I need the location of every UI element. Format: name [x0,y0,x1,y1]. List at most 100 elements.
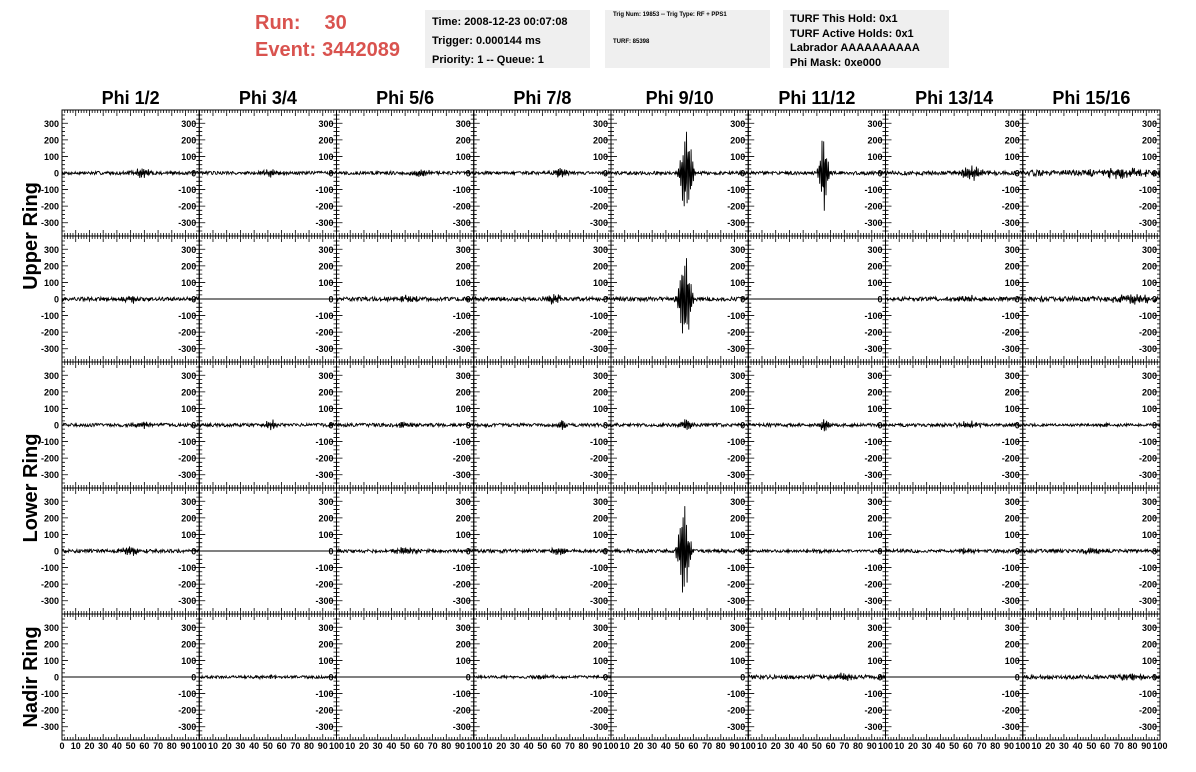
y-tick-label: -300 [864,344,882,354]
waveform-trace [198,168,337,178]
y-tick-label: 300 [44,119,59,129]
y-tick-label: 300 [1005,623,1020,633]
x-tick-label: 90 [730,741,740,751]
y-tick-label: 300 [318,245,333,255]
y-tick-label: -200 [590,328,608,338]
axis-ticks [473,488,612,614]
y-tick-label: 100 [181,404,196,414]
column-title: Phi 1/2 [102,88,160,108]
y-tick-label: 100 [44,278,59,288]
y-tick-label: 300 [181,497,196,507]
y-tick-label: 300 [44,497,59,507]
x-tick-label: 70 [1114,741,1124,751]
y-tick-label: 200 [1142,261,1157,271]
y-tick-label: -100 [727,311,745,321]
y-tick-label: 300 [867,119,882,129]
x-tick-label: 20 [84,741,94,751]
axis-ticks [198,614,337,740]
y-tick-label: -300 [41,344,59,354]
y-tick-label: -100 [41,311,59,321]
column-title: Phi 3/4 [239,88,297,108]
y-tick-label: 200 [1005,261,1020,271]
y-tick-label: 200 [1005,513,1020,523]
y-tick-label: -100 [453,311,471,321]
axis-ticks [610,110,749,236]
y-tick-label: -200 [590,454,608,464]
y-tick-label: 300 [456,497,471,507]
y-tick-label: 0 [54,673,59,683]
y-tick-label: 300 [181,371,196,381]
x-tick-label: 100 [878,741,893,751]
y-tick-label: 100 [1005,278,1020,288]
axis-ticks [747,110,886,236]
y-tick-label: 300 [181,245,196,255]
y-tick-label: 100 [730,152,745,162]
axis-ticks [473,614,612,740]
y-tick-label: -200 [453,202,471,212]
y-tick-label: 200 [867,261,882,271]
y-tick-label: 100 [44,530,59,540]
x-tick-label: 90 [592,741,602,751]
y-tick-label: 100 [1142,656,1157,666]
y-tick-label: -100 [864,689,882,699]
x-tick-label: 20 [496,741,506,751]
y-tick-label: 200 [181,261,196,271]
y-tick-label: -100 [1002,437,1020,447]
waveform-trace [336,294,475,303]
y-tick-label: 100 [44,656,59,666]
waveform-trace [199,419,337,431]
phi-mask-text: Phi Mask: 0xe000 [790,56,882,69]
y-tick-label: 0 [54,295,59,305]
y-tick-label: -100 [178,689,196,699]
x-tick-label: 80 [1128,741,1138,751]
axis-ticks [747,488,886,614]
axis-ticks [885,236,1024,362]
y-tick-label: 200 [867,513,882,523]
y-tick-label: -300 [41,722,59,732]
x-tick-label: 80 [304,741,314,751]
x-tick-label: 10 [894,741,904,751]
x-tick-label: 90 [318,741,328,751]
y-tick-label: 300 [593,371,608,381]
x-tick-label: 40 [524,741,534,751]
x-tick-label: 60 [688,741,698,751]
waveform-trace [885,420,1024,429]
y-tick-label: 0 [191,547,196,557]
y-tick-label: -100 [453,185,471,195]
y-tick-label: 100 [181,278,196,288]
y-tick-label: -100 [864,311,882,321]
y-tick-label: 200 [318,387,333,397]
x-tick-label: 0 [59,741,64,751]
y-tick-label: 100 [867,152,882,162]
y-tick-label: 0 [191,673,196,683]
y-tick-label: 200 [181,387,196,397]
y-tick-label: -200 [41,706,59,716]
x-tick-label: 10 [71,741,81,751]
axis-ticks [336,362,475,488]
y-tick-label: 100 [456,278,471,288]
y-tick-label: 300 [730,245,745,255]
x-tick-label: 40 [935,741,945,751]
waveform-trace [473,420,612,430]
y-tick-label: 200 [1005,639,1020,649]
y-tick-label: 100 [318,656,333,666]
x-tick-label: 60 [551,741,561,751]
axis-ticks [610,236,749,362]
axis-ticks [1022,614,1161,740]
y-tick-label: -200 [315,202,333,212]
y-tick-label: -200 [864,580,882,590]
y-tick-label: 0 [740,295,745,305]
x-tick-label: 20 [908,741,918,751]
y-tick-label: 300 [1005,371,1020,381]
y-tick-label: 0 [877,295,882,305]
y-tick-label: -300 [41,218,59,228]
y-tick-label: -200 [1002,328,1020,338]
y-tick-label: 300 [1005,245,1020,255]
axis-ticks [61,488,200,614]
axis-ticks [473,110,612,236]
x-tick-label: 10 [482,741,492,751]
axis-ticks [610,362,749,488]
y-tick-label: 100 [730,404,745,414]
axis-ticks [1022,236,1161,362]
y-tick-label: 300 [44,623,59,633]
